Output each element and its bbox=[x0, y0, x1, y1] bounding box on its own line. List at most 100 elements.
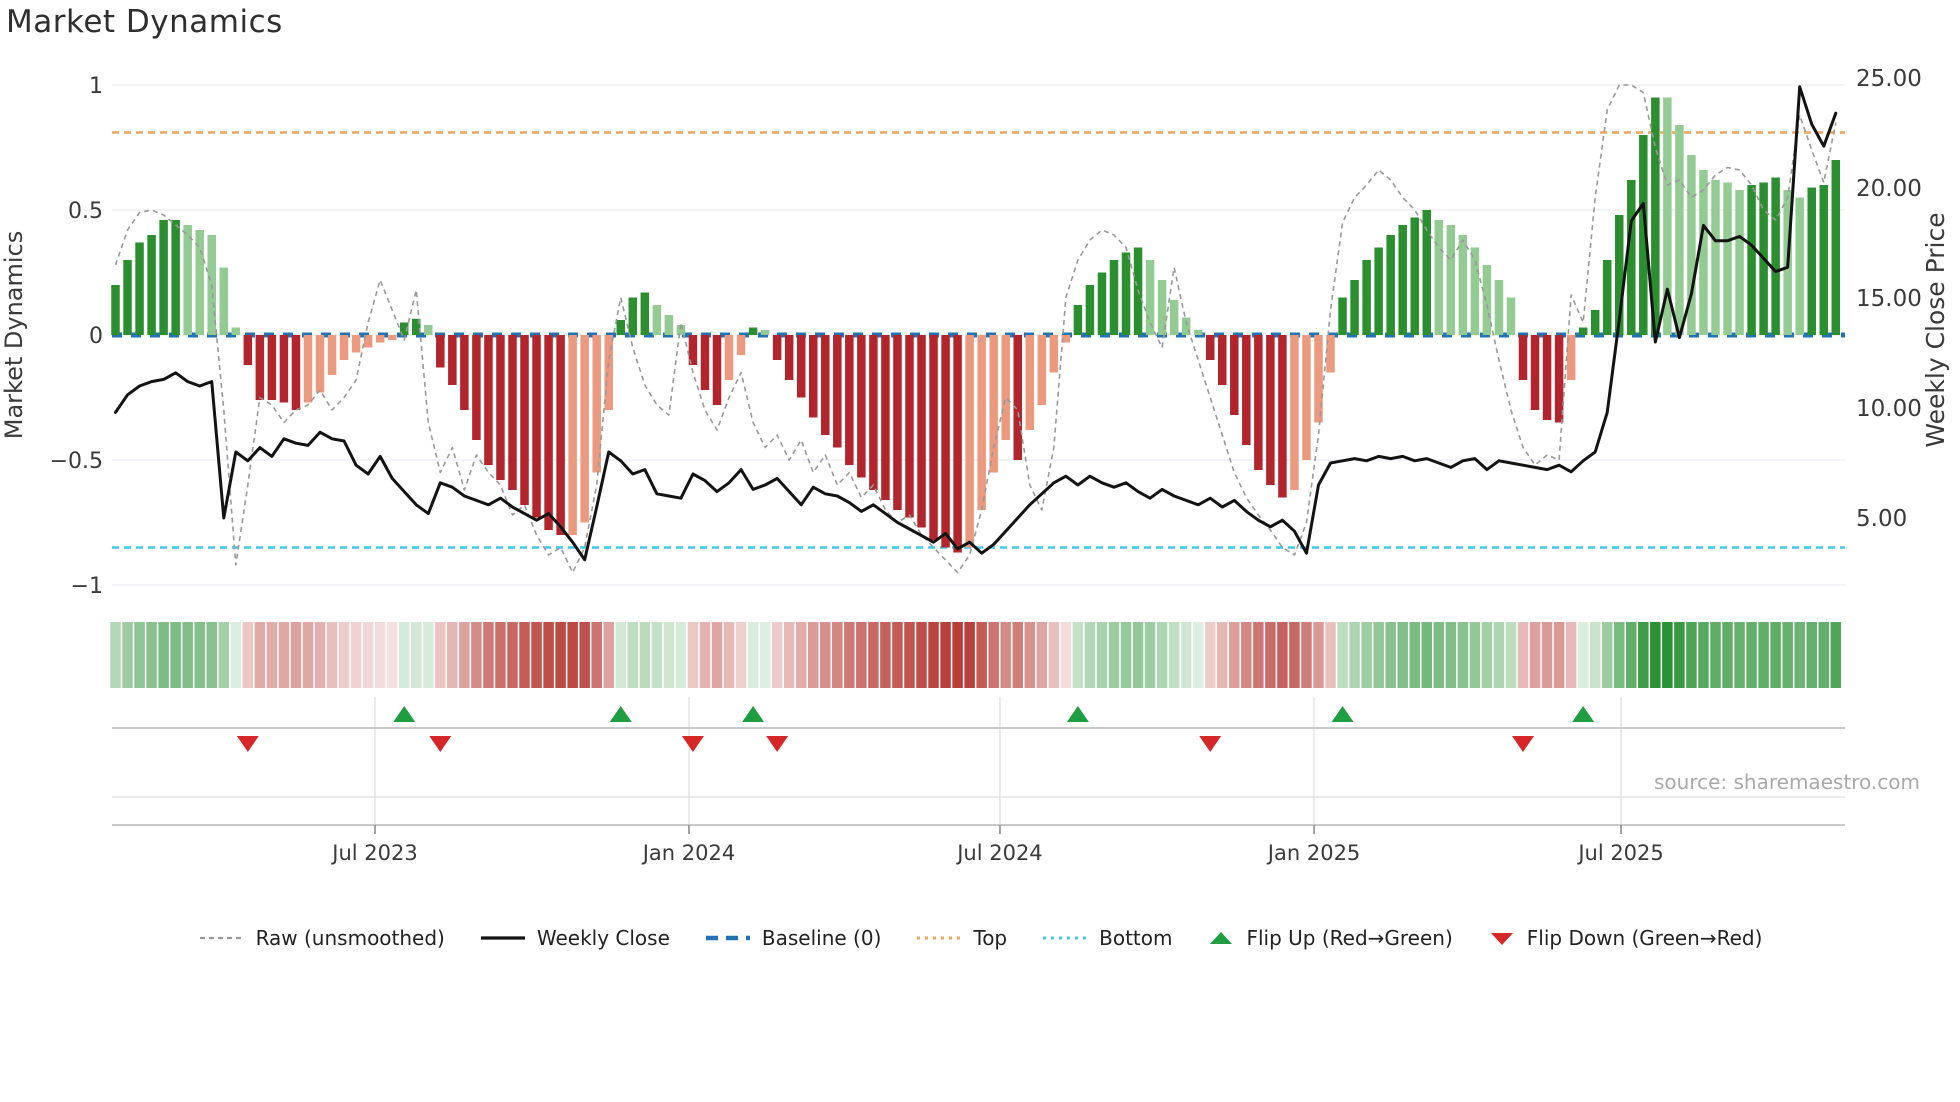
heatmap-cell bbox=[543, 622, 554, 688]
flip-down-marker bbox=[766, 736, 789, 752]
weekly-close-line bbox=[114, 85, 1838, 562]
oscillator-bar bbox=[953, 335, 962, 553]
raw-line-icon bbox=[199, 936, 244, 940]
heatmap-cell bbox=[1505, 622, 1517, 688]
heatmap-cell bbox=[1012, 622, 1023, 688]
oscillator-bar bbox=[1205, 335, 1215, 360]
heatmap-cell bbox=[976, 622, 987, 688]
heatmap-cell bbox=[795, 622, 807, 688]
baseline-line-icon bbox=[705, 935, 750, 941]
oscillator-bar bbox=[1061, 335, 1071, 343]
heatmap-cell bbox=[182, 622, 193, 688]
oscillator-bar bbox=[748, 327, 758, 335]
heatmap-cell bbox=[326, 622, 338, 688]
oscillator-bar bbox=[159, 220, 168, 335]
heatmap-cell bbox=[1337, 622, 1348, 688]
flip-up-marker bbox=[742, 706, 765, 722]
heatmap-cell bbox=[820, 622, 831, 688]
heatmap-cell bbox=[1289, 622, 1300, 688]
heatmap-cell bbox=[1517, 622, 1529, 688]
heatmap-cell bbox=[1096, 622, 1108, 688]
heatmap-cell bbox=[783, 622, 795, 688]
oscillator-bar bbox=[652, 305, 662, 335]
legend-label: Raw (unsmoothed) bbox=[255, 926, 445, 950]
heatmap-cell bbox=[904, 622, 915, 688]
heatmap-cell bbox=[892, 622, 903, 688]
oscillator-bar bbox=[1013, 335, 1022, 460]
heatmap-cell bbox=[1397, 622, 1408, 688]
heatmap-cell bbox=[1349, 622, 1360, 688]
oscillator-bar bbox=[989, 335, 998, 473]
heatmap-cell bbox=[447, 622, 458, 688]
oscillator-bar bbox=[231, 327, 241, 335]
oscillator-bar bbox=[1723, 182, 1732, 335]
heatmap-cell bbox=[1734, 622, 1745, 688]
oscillator-bar bbox=[1434, 220, 1444, 335]
oscillator-bar bbox=[628, 297, 638, 335]
oscillator-bar bbox=[1121, 252, 1131, 335]
oscillator-bar bbox=[387, 335, 397, 340]
heatmap-cell bbox=[254, 622, 266, 688]
legend-label: Baseline (0) bbox=[761, 926, 882, 950]
source-attribution: source: sharemaestro.com bbox=[1654, 770, 1920, 794]
heatmap-cell bbox=[603, 622, 614, 688]
oscillator-bar bbox=[1627, 180, 1636, 335]
heatmap-cell bbox=[1698, 622, 1709, 688]
oscillator-bar bbox=[412, 318, 421, 335]
oscillator-bar bbox=[1494, 280, 1504, 335]
oscillator-bar bbox=[1639, 135, 1648, 335]
heatmap-cell bbox=[771, 622, 783, 688]
chart-legend: Raw (unsmoothed) Weekly Close Baseline (0)… bbox=[0, 926, 1960, 950]
oscillator-bar bbox=[363, 335, 373, 348]
oscillator-bar bbox=[1530, 335, 1540, 410]
heatmap-cell bbox=[362, 622, 374, 688]
oscillator-bar bbox=[508, 335, 517, 490]
legend-item-tri-down: Flip Down (Green→Red) bbox=[1487, 926, 1763, 950]
oscillator-bar bbox=[267, 335, 277, 400]
heatmap-cell bbox=[591, 622, 602, 688]
oscillator-bar bbox=[917, 335, 926, 528]
heatmap-cell bbox=[290, 622, 302, 688]
oscillator-bar bbox=[327, 335, 337, 375]
heatmap-cell bbox=[1770, 622, 1781, 688]
heatmap-cell bbox=[1180, 622, 1192, 688]
heatmap-cell bbox=[844, 622, 855, 688]
heatmap-cell bbox=[579, 622, 590, 688]
heatmap-cell bbox=[1132, 622, 1144, 688]
heatmap-cell bbox=[1662, 622, 1673, 688]
oscillator-bar bbox=[532, 335, 541, 518]
oscillator-bar bbox=[772, 335, 782, 360]
oscillator-bar bbox=[1398, 225, 1407, 335]
oscillator-bar bbox=[1326, 335, 1335, 373]
oscillator-bar bbox=[580, 335, 589, 523]
heatmap-cell bbox=[1277, 622, 1288, 688]
heatmap-cell bbox=[1794, 622, 1805, 688]
heatmap-cell bbox=[759, 622, 771, 688]
heatmap-cell bbox=[1373, 622, 1384, 688]
oscillator-bar bbox=[520, 335, 529, 505]
oscillator-bar bbox=[255, 335, 265, 400]
oscillator-bar bbox=[1831, 160, 1841, 335]
heatmap-cell bbox=[711, 622, 723, 688]
heatmap-cell bbox=[1253, 622, 1264, 688]
oscillator-bar bbox=[1085, 285, 1095, 335]
legend-label: Flip Down (Green→Red) bbox=[1526, 926, 1763, 950]
heatmap-cell bbox=[856, 622, 867, 688]
heatmap-cell bbox=[1409, 622, 1420, 688]
heatmap-cell bbox=[158, 622, 169, 688]
y-tick-label-right: 15.00 bbox=[1856, 286, 1922, 312]
heatmap-cell bbox=[531, 622, 542, 688]
x-tick-label: Jan 2025 bbox=[1266, 841, 1361, 865]
oscillator-bar bbox=[1218, 335, 1227, 385]
heatmap-cell bbox=[278, 622, 290, 688]
oscillator-bar bbox=[1711, 180, 1720, 335]
oscillator-bar bbox=[1687, 155, 1696, 335]
heatmap-cell bbox=[314, 622, 326, 688]
oscillator-bar bbox=[664, 315, 674, 335]
oscillator-bar bbox=[821, 335, 830, 435]
y-tick-label-left: 0 bbox=[89, 324, 103, 349]
heatmap-cell bbox=[206, 622, 217, 688]
heatmap-cell bbox=[435, 622, 446, 688]
heatmap-cell bbox=[1084, 622, 1096, 688]
legend-label: Flip Up (Red→Green) bbox=[1246, 926, 1453, 950]
